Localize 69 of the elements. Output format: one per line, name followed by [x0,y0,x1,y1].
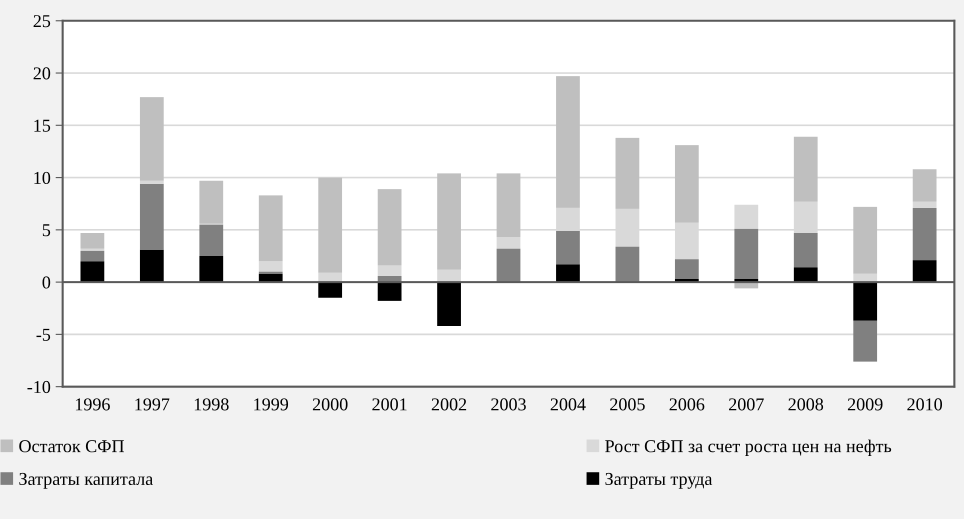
x-tick-label: 2008 [788,398,824,410]
bar [734,228,758,279]
y-tick-label: 5 [42,224,50,236]
y-tick-label: 25 [34,15,50,28]
legend-label: Затраты капитала [19,472,153,489]
bar [556,264,580,282]
bar [912,202,937,208]
bar [437,173,461,270]
bar [853,206,878,274]
x-tick-label: 2002 [432,398,466,410]
bar [496,173,520,238]
bar [912,208,937,260]
bar [318,178,342,273]
y-tick-label: 20 [34,67,50,80]
x-tick-label: 2007 [729,398,764,410]
y-tick-label: 10 [34,172,50,184]
bar [794,232,818,268]
bar [496,237,520,249]
bar [80,250,104,262]
bar [556,230,580,264]
bar [258,261,283,272]
bar [378,265,402,276]
y-tick-label: -10 [27,380,50,394]
bar [912,169,937,202]
x-tick-label: 2006 [670,398,704,410]
x-tick-label: 2010 [907,398,942,410]
x-tick-label: 1997 [135,398,170,410]
legend-label: Рост СФП за счет роста цен на нефть [605,440,892,456]
y-tick-label: 15 [34,120,50,132]
x-tick-label: 2005 [610,398,645,410]
bar [794,267,818,282]
bar [437,270,461,282]
bar [674,259,699,279]
bar [140,184,164,250]
x-tick-label: 2000 [312,398,348,410]
bar [794,136,818,202]
y-tick-label: 0 [42,276,50,289]
bar [80,261,104,282]
bar [616,246,640,282]
bar [912,260,937,282]
x-tick-label: 2003 [491,398,526,410]
x-tick-label: 1999 [254,398,288,410]
bar [616,138,640,209]
y-tick-label: -5 [36,328,50,341]
bar [378,282,402,301]
x-tick-label: 2004 [550,398,586,410]
bar [140,97,164,181]
bar [80,232,104,249]
x-tick-label: 2001 [372,398,407,410]
bar [496,248,520,282]
bar [734,204,758,229]
bar [853,282,878,321]
x-tick-label: 1998 [194,398,229,410]
legend-label: Остаток СФП [19,440,124,452]
bar [140,250,164,282]
bar [258,195,283,262]
bar [853,320,878,362]
bar [199,180,224,224]
bar [318,282,342,298]
bar [674,145,699,223]
bar [556,76,580,208]
bar [140,180,164,184]
x-tick-label: 2009 [848,398,883,410]
legend-label: Затраты труда [605,472,712,489]
bar [199,256,224,282]
x-tick-label: 1996 [76,398,110,410]
bar [199,224,224,256]
bar [378,189,402,266]
bar [437,282,461,326]
